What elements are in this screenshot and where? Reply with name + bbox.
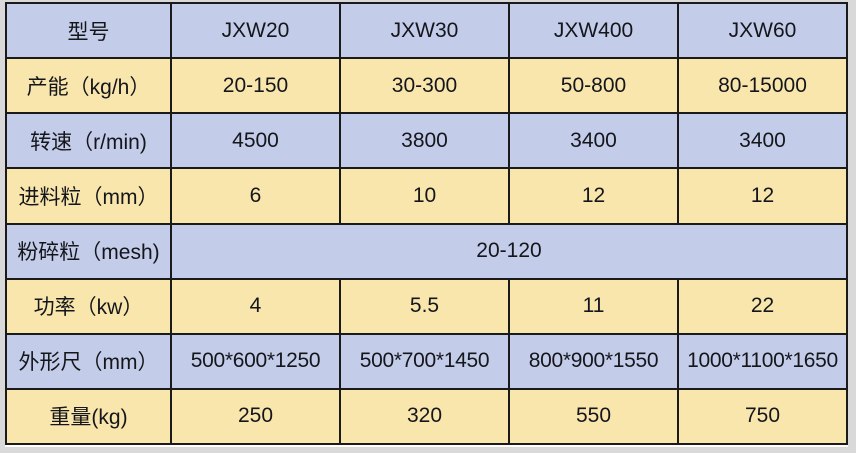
row-header-model: 型号 (5, 1, 172, 60)
cell-dimensions-jxw60: 1000*1100*1650 (677, 332, 848, 390)
cell-power-jxw20: 4 (170, 277, 341, 335)
spreadsheet-canvas: 型号 JXW20 JXW30 JXW400 JXW60 产能（kg/h） 20-… (5, 1, 848, 447)
cell-capacity-jxw20: 20-150 (170, 57, 341, 115)
table-row-fineness: 粉碎粒（mesh) 20-120 (5, 222, 848, 280)
row-header-dimensions: 外形尺（mm） (5, 332, 172, 390)
table-row-dimensions: 外形尺（mm） 500*600*1250 500*700*1450 800*90… (5, 332, 848, 390)
cell-power-jxw60: 22 (677, 277, 848, 335)
row-header-capacity: 产能（kg/h） (5, 57, 172, 115)
cell-feed-size-jxw30: 10 (339, 167, 510, 225)
cell-fineness-all-models: 20-120 (170, 222, 848, 280)
cell-dimensions-jxw400: 800*900*1550 (508, 332, 679, 390)
cell-dimensions-jxw20: 500*600*1250 (170, 332, 341, 390)
row-header-rotation-speed: 转速（r/min) (5, 112, 172, 170)
cell-capacity-jxw400: 50-800 (508, 57, 679, 115)
row-header-feed-size: 进料粒（mm） (5, 167, 172, 225)
cell-weight-jxw20: 250 (170, 387, 341, 446)
cell-model-jxw20: JXW20 (170, 1, 341, 60)
cell-power-jxw400: 11 (508, 277, 679, 335)
row-header-fineness: 粉碎粒（mesh) (5, 222, 172, 280)
cell-model-jxw60: JXW60 (677, 1, 848, 60)
cell-capacity-jxw30: 30-300 (339, 57, 510, 115)
table-row-model: 型号 JXW20 JXW30 JXW400 JXW60 (5, 1, 848, 60)
table-row-capacity: 产能（kg/h） 20-150 30-300 50-800 80-15000 (5, 57, 848, 115)
cell-rotation-speed-jxw60: 3400 (677, 112, 848, 170)
cell-weight-jxw30: 320 (339, 387, 510, 446)
table-row-weight: 重量(kg) 250 320 550 750 (5, 387, 848, 446)
table-row-power: 功率（kw） 4 5.5 11 22 (5, 277, 848, 335)
cell-feed-size-jxw400: 12 (508, 167, 679, 225)
cell-model-jxw30: JXW30 (339, 1, 510, 60)
cell-weight-jxw60: 750 (677, 387, 848, 446)
table-row-rotation-speed: 转速（r/min) 4500 3800 3400 3400 (5, 112, 848, 170)
cell-feed-size-jxw20: 6 (170, 167, 341, 225)
cell-rotation-speed-jxw20: 4500 (170, 112, 341, 170)
cell-rotation-speed-jxw400: 3400 (508, 112, 679, 170)
specification-table: 型号 JXW20 JXW30 JXW400 JXW60 产能（kg/h） 20-… (5, 1, 848, 446)
cell-weight-jxw400: 550 (508, 387, 679, 446)
table-row-feed-size: 进料粒（mm） 6 10 12 12 (5, 167, 848, 225)
row-header-power: 功率（kw） (5, 277, 172, 335)
cell-rotation-speed-jxw30: 3800 (339, 112, 510, 170)
cell-model-jxw400: JXW400 (508, 1, 679, 60)
cell-feed-size-jxw60: 12 (677, 167, 848, 225)
row-header-weight: 重量(kg) (5, 387, 172, 446)
cell-dimensions-jxw30: 500*700*1450 (339, 332, 510, 390)
cell-capacity-jxw60: 80-15000 (677, 57, 848, 115)
cell-power-jxw30: 5.5 (339, 277, 510, 335)
specification-table-body: 型号 JXW20 JXW30 JXW400 JXW60 产能（kg/h） 20-… (5, 1, 848, 446)
